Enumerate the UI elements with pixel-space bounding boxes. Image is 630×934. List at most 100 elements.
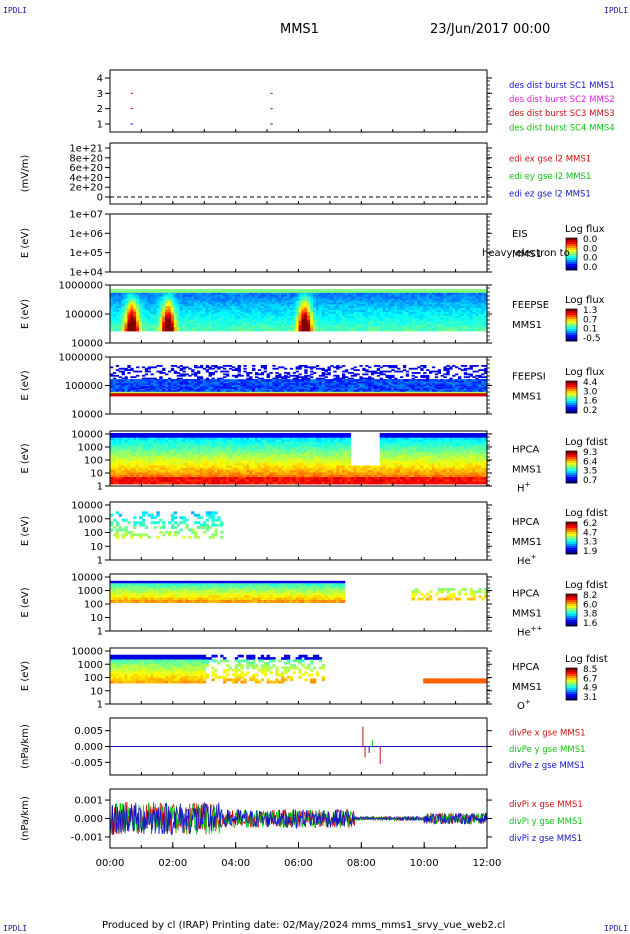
feepsi-pixel: [199, 377, 204, 380]
feepse-pixel: [310, 292, 314, 296]
feepsi-pixel: [199, 365, 204, 367]
feepse-pixel: [211, 300, 215, 303]
feepse-colorbar-cell: [566, 325, 577, 328]
feepse-pixel: [202, 329, 207, 332]
feepsi-pixel: [147, 391, 151, 394]
feepse-pixel: [191, 308, 195, 311]
feepsi-pixel: [159, 383, 163, 386]
feepse-pixel: [324, 306, 328, 309]
feepse-pixel: [205, 315, 209, 319]
feepse-pixel: [289, 317, 294, 320]
feepsi-pixel: [269, 388, 273, 391]
feepse-pixel: [243, 321, 247, 324]
feepse-pixel: [223, 323, 227, 326]
feepse-pixel: [333, 304, 337, 307]
feepse-pixel: [359, 323, 363, 326]
feepsi-pixel: [307, 390, 311, 393]
feepse-pixel: [188, 310, 192, 313]
feepsi-pixel: [440, 374, 444, 377]
feepsi-pixel: [333, 380, 337, 383]
feepse-pixel: [153, 290, 157, 294]
feepse-pixel: [237, 308, 241, 311]
feepse-pixel: [353, 325, 357, 328]
feepse-pixel: [289, 308, 294, 311]
feepsi-pixel: [339, 387, 343, 390]
feepse-pixel: [394, 319, 398, 322]
feepsi-pixel: [463, 384, 468, 387]
feepse-pixel: [228, 315, 233, 319]
feepse-pixel: [353, 310, 357, 313]
feepse-pixel: [423, 310, 427, 313]
feepse-pixel: [133, 321, 137, 324]
feepse-pixel: [144, 317, 149, 320]
feepse-pixel: [437, 315, 441, 319]
feepsi-pixel: [321, 394, 325, 397]
feepsi-pixel: [289, 381, 294, 384]
feepse-pixel: [318, 311, 323, 315]
feepse-pixel: [278, 302, 282, 305]
feepse-pixel: [150, 319, 154, 322]
feepse-pixel: [321, 298, 325, 301]
feepse-pixel: [170, 327, 175, 330]
feepsi-pixel: [237, 369, 241, 372]
feepse-pixel: [266, 319, 270, 322]
feepse-pixel: [431, 317, 436, 320]
feepse-pixel: [446, 298, 450, 301]
feepse-pixel: [342, 327, 346, 330]
feepse-pixel: [318, 325, 323, 328]
feepsi-pixel: [284, 383, 288, 386]
feepsi-pixel: [150, 393, 154, 395]
feepsi-pixel: [460, 387, 465, 390]
feepse-pixel: [223, 306, 227, 309]
feepse-pixel: [278, 298, 282, 301]
feepse-pixel: [179, 325, 183, 328]
feepsi-pixel: [376, 365, 381, 367]
feepsi-pixel: [437, 390, 441, 393]
feepsi-pixel: [402, 386, 407, 388]
feepsi-pixel: [446, 383, 450, 386]
feepsi-pixel: [368, 394, 372, 397]
feepse-pixel: [379, 315, 383, 319]
feepsi-pixel: [333, 386, 337, 388]
feepse-pixel: [240, 321, 244, 324]
feepse-pixel: [266, 306, 270, 309]
feepsi-pixel: [162, 394, 166, 397]
feepse-pixel: [150, 289, 154, 292]
feepse-pixel: [458, 306, 462, 309]
feepsi-pixel: [208, 384, 212, 387]
feepse-pixel: [150, 304, 154, 307]
feepsi-pixel: [156, 390, 160, 393]
feepsi-pixel: [402, 383, 407, 386]
feepsi-pixel: [115, 369, 120, 372]
feepse-pixel: [170, 311, 175, 315]
feepsi-pixel: [324, 369, 328, 372]
feepse-pixel: [208, 321, 212, 324]
feepse-pixel: [333, 321, 337, 324]
feepse-pixel: [472, 313, 476, 317]
feepse-pixel: [237, 302, 241, 305]
feepse-pixel: [170, 315, 175, 319]
feepse-pixel: [385, 315, 389, 319]
feepse-pixel: [168, 311, 172, 315]
feepsi-pixel: [263, 391, 267, 394]
feepsi-pixel: [315, 379, 320, 381]
feepse-pixel: [121, 298, 125, 301]
feepsi-pixel: [121, 379, 125, 381]
feepse-pixel: [141, 290, 146, 294]
feepse-pixel: [281, 300, 285, 303]
feepse-pixel: [275, 317, 279, 320]
feepse-pixel: [408, 315, 412, 319]
feepsi-pixel: [379, 383, 383, 386]
feepse-pixel: [191, 319, 195, 322]
feepse-pixel: [243, 298, 247, 301]
feepsi-pixel: [310, 387, 314, 390]
feepse-pixel: [249, 298, 253, 301]
feepsi-pixel: [156, 370, 160, 373]
feepse-pixel: [307, 317, 311, 320]
feepse-pixel: [452, 289, 456, 292]
feepsi-pixel: [208, 394, 212, 397]
feepsi-pixel: [365, 365, 369, 367]
feepse-pixel: [150, 327, 154, 330]
feepsi-pixel: [217, 393, 221, 395]
feepsi-pixel: [292, 377, 296, 380]
